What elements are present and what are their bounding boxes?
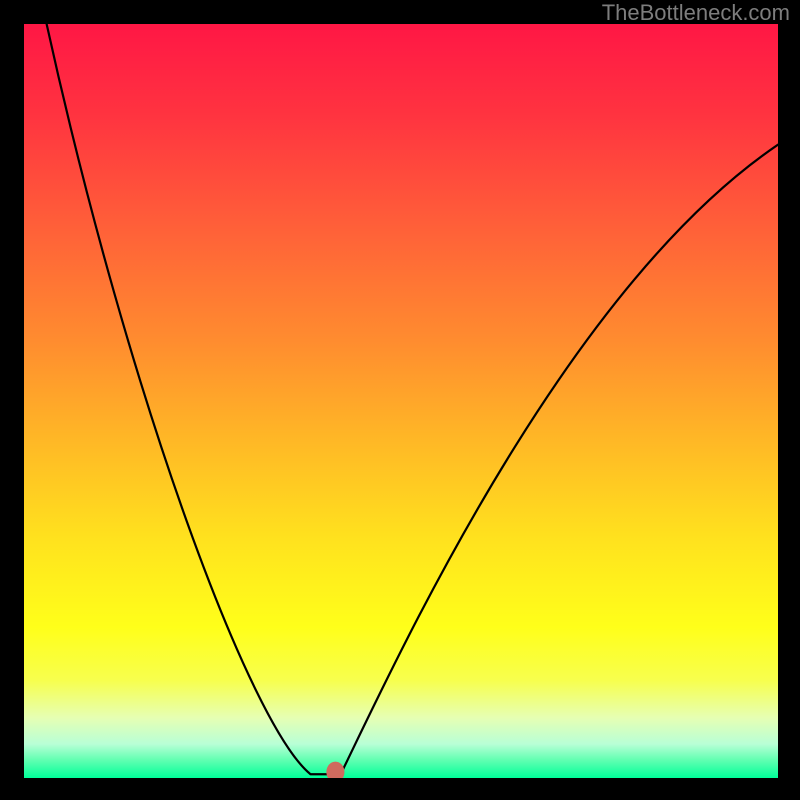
gradient-bg [24,24,778,778]
plot-svg [24,24,778,778]
plot-area [24,24,778,778]
chart-frame: TheBottleneck.com [0,0,800,800]
watermark-text: TheBottleneck.com [602,0,790,26]
